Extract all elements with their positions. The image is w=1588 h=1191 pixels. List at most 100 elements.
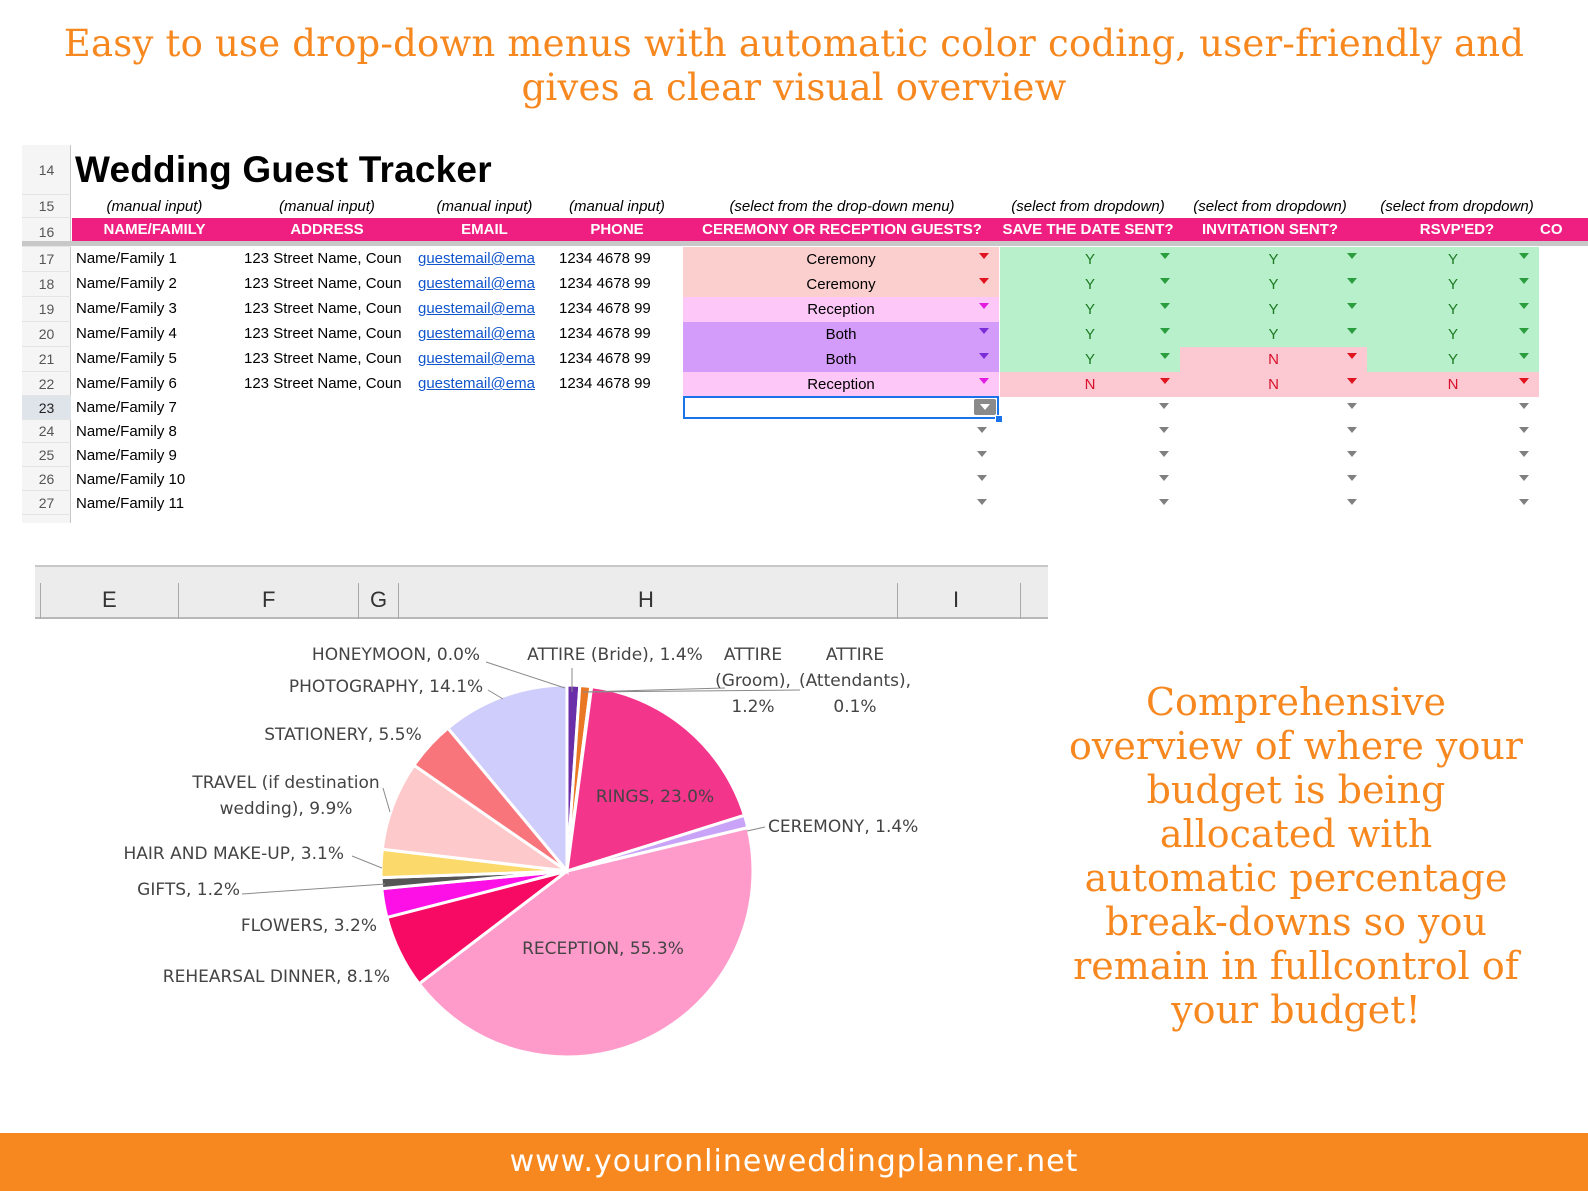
guest-type-dropdown[interactable]: Ceremony	[683, 247, 999, 272]
dropdown-arrow-icon[interactable]	[1347, 303, 1357, 309]
guest-phone[interactable]: 1234 4678 99	[559, 350, 651, 367]
dropdown-arrow-icon[interactable]	[979, 378, 989, 384]
row-number[interactable]: 14	[22, 145, 71, 195]
rsvp-dropdown[interactable]: N	[1367, 372, 1539, 397]
dropdown-arrow-icon[interactable]	[1347, 328, 1357, 334]
guest-name[interactable]: Name/Family 11	[76, 495, 185, 512]
column-header[interactable]: EMAIL	[461, 221, 508, 238]
column-separator[interactable]	[40, 583, 41, 619]
dropdown-arrow-icon[interactable]	[1160, 378, 1170, 384]
dropdown-arrow-icon[interactable]	[1519, 253, 1529, 259]
guest-name[interactable]: Name/Family 10	[76, 471, 186, 488]
column-header[interactable]: CO	[1540, 221, 1563, 238]
dropdown-arrow-icon[interactable]	[1347, 353, 1357, 359]
inv-dropdown[interactable]: N	[1180, 372, 1367, 397]
guest-phone[interactable]: 1234 4678 99	[559, 275, 651, 292]
dropdown-arrow-icon[interactable]	[1519, 451, 1529, 457]
row-number[interactable]: 27	[22, 491, 71, 515]
column-header[interactable]: INVITATION SENT?	[1201, 221, 1339, 238]
dropdown-arrow-icon[interactable]	[1347, 253, 1357, 259]
guest-address[interactable]: 123 Street Name, Coun	[244, 375, 402, 392]
dropdown-arrow-icon[interactable]	[1519, 475, 1529, 481]
dropdown-arrow-icon[interactable]	[979, 253, 989, 259]
column-header[interactable]: PHONE	[590, 221, 644, 238]
column-letter[interactable]: I	[953, 587, 960, 612]
column-separator[interactable]	[1020, 583, 1021, 619]
row-number[interactable]: 25	[22, 443, 71, 467]
pie-slice-photography[interactable]	[445, 683, 569, 876]
guest-phone[interactable]: 1234 4678 99	[559, 325, 651, 342]
inv-dropdown[interactable]: N	[1180, 347, 1367, 372]
std-dropdown[interactable]: Y	[1000, 297, 1180, 322]
dropdown-arrow-icon[interactable]	[1159, 451, 1169, 457]
std-dropdown[interactable]: Y	[1000, 347, 1180, 372]
dropdown-arrow-icon[interactable]	[977, 427, 987, 433]
std-dropdown[interactable]: N	[1000, 372, 1180, 397]
inv-dropdown[interactable]: Y	[1180, 297, 1367, 322]
rsvp-dropdown[interactable]: Y	[1367, 272, 1539, 297]
guest-email-link[interactable]: guestemail@ema	[418, 250, 535, 267]
dropdown-arrow-icon[interactable]	[1159, 475, 1169, 481]
dropdown-arrow-icon[interactable]	[1160, 328, 1170, 334]
column-letter[interactable]: E	[102, 587, 117, 612]
row-number[interactable]: 24	[22, 420, 71, 443]
std-dropdown[interactable]: Y	[1000, 322, 1180, 347]
guest-name[interactable]: Name/Family 7	[76, 399, 177, 416]
row-number[interactable]: 22	[22, 372, 71, 396]
guest-name[interactable]: Name/Family 8	[76, 423, 177, 440]
guest-email-link[interactable]: guestemail@ema	[418, 350, 535, 367]
row-number[interactable]: 16	[22, 218, 71, 247]
guest-email-link[interactable]: guestemail@ema	[418, 275, 535, 292]
guest-name[interactable]: Name/Family 1	[76, 250, 177, 267]
dropdown-arrow-icon[interactable]	[977, 475, 987, 481]
dropdown-arrow-icon[interactable]	[1159, 427, 1169, 433]
guest-email-link[interactable]: guestemail@ema	[418, 375, 535, 392]
column-separator[interactable]	[178, 583, 179, 619]
row-number[interactable]: 23	[22, 396, 71, 420]
row-number[interactable]: 19	[22, 297, 71, 322]
guest-name[interactable]: Name/Family 6	[76, 375, 177, 392]
guest-name[interactable]: Name/Family 2	[76, 275, 177, 292]
guest-address[interactable]: 123 Street Name, Coun	[244, 300, 402, 317]
rsvp-dropdown[interactable]: Y	[1367, 247, 1539, 272]
column-separator[interactable]	[398, 583, 399, 619]
dropdown-arrow-icon[interactable]	[1160, 253, 1170, 259]
frozen-row-divider[interactable]	[22, 241, 1588, 246]
inv-dropdown[interactable]: Y	[1180, 247, 1367, 272]
dropdown-arrow-icon[interactable]	[1519, 303, 1529, 309]
dropdown-arrow-icon[interactable]	[1347, 499, 1357, 505]
guest-email-link[interactable]: guestemail@ema	[418, 300, 535, 317]
guest-name[interactable]: Name/Family 4	[76, 325, 177, 342]
guest-phone[interactable]: 1234 4678 99	[559, 250, 651, 267]
dropdown-button-icon[interactable]	[974, 399, 996, 415]
dropdown-arrow-icon[interactable]	[1347, 475, 1357, 481]
dropdown-arrow-icon[interactable]	[1519, 328, 1529, 334]
guest-address[interactable]: 123 Street Name, Coun	[244, 350, 402, 367]
column-header[interactable]: NAME/FAMILY	[103, 221, 206, 238]
dropdown-arrow-icon[interactable]	[1519, 378, 1529, 384]
inv-dropdown[interactable]: Y	[1180, 322, 1367, 347]
pie-slice-reception[interactable]	[417, 825, 755, 1059]
dropdown-arrow-icon[interactable]	[1347, 403, 1357, 409]
guest-name[interactable]: Name/Family 5	[76, 350, 177, 367]
dropdown-arrow-icon[interactable]	[1519, 403, 1529, 409]
column-separator[interactable]	[897, 583, 898, 619]
dropdown-arrow-icon[interactable]	[1347, 378, 1357, 384]
column-header[interactable]: SAVE THE DATE SENT?	[1002, 221, 1174, 238]
row-number[interactable]: 26	[22, 467, 71, 491]
column-header[interactable]: RSVP'ED?	[1419, 221, 1495, 238]
inv-dropdown[interactable]: Y	[1180, 272, 1367, 297]
website-footer[interactable]: www.youronlineweddingplanner.net	[0, 1133, 1588, 1191]
dropdown-arrow-icon[interactable]	[1519, 353, 1529, 359]
row-number[interactable]: 15	[22, 195, 71, 218]
dropdown-arrow-icon[interactable]	[1519, 427, 1529, 433]
row-number[interactable]: 17	[22, 247, 71, 272]
row-number[interactable]: 18	[22, 272, 71, 297]
guest-type-dropdown[interactable]: Reception	[683, 297, 999, 322]
dropdown-arrow-icon[interactable]	[979, 328, 989, 334]
std-dropdown[interactable]: Y	[1000, 247, 1180, 272]
column-header[interactable]: CEREMONY OR RECEPTION GUESTS?	[702, 221, 982, 238]
dropdown-arrow-icon[interactable]	[1519, 499, 1529, 505]
dropdown-arrow-icon[interactable]	[1159, 403, 1169, 409]
dropdown-arrow-icon[interactable]	[1347, 451, 1357, 457]
